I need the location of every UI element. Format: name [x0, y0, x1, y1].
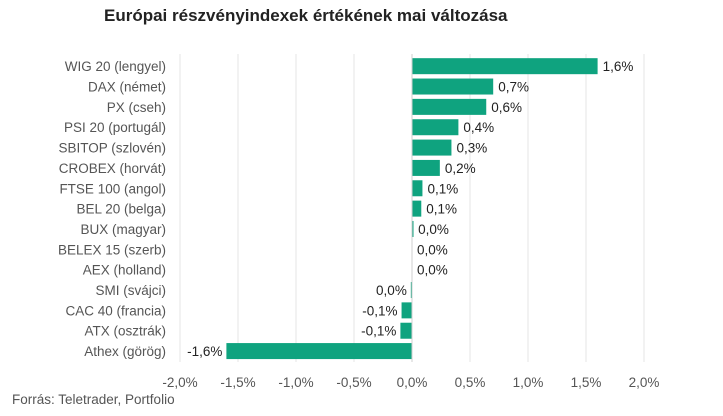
bar — [412, 78, 494, 95]
bar — [226, 343, 412, 360]
value-label: -1,6% — [187, 344, 222, 359]
value-label: 0,6% — [491, 100, 522, 115]
x-tick-label: 0,5% — [455, 375, 486, 390]
value-label: 0,7% — [498, 80, 529, 95]
value-label: 0,0% — [418, 222, 449, 237]
value-label: 0,2% — [445, 161, 476, 176]
category-label: BELEX 15 (szerb) — [58, 242, 166, 257]
x-tick-label: -1,0% — [278, 375, 313, 390]
value-label: 0,0% — [417, 242, 448, 257]
source-note: Forrás: Teletrader, Portfolio — [12, 392, 175, 407]
bar — [412, 200, 422, 217]
x-tick-label: -0,5% — [336, 375, 371, 390]
bar — [401, 302, 412, 319]
category-label: DAX (német) — [88, 80, 166, 95]
bar — [412, 220, 414, 237]
value-label: 0,3% — [456, 141, 487, 156]
bar — [412, 58, 598, 75]
value-label: 0,0% — [417, 263, 448, 278]
value-label: 0,0% — [376, 283, 407, 298]
value-label: 0,1% — [427, 181, 458, 196]
value-label: -0,1% — [362, 303, 397, 318]
category-label: Athex (görög) — [84, 344, 166, 359]
value-label: 1,6% — [603, 59, 634, 74]
category-label: BUX (magyar) — [80, 222, 166, 237]
category-label: WIG 20 (lengyel) — [65, 59, 166, 74]
value-label: -0,1% — [361, 324, 396, 339]
chart-title: Európai részvényindexek értékének mai vá… — [104, 6, 508, 25]
x-tick-label: 2,0% — [629, 375, 660, 390]
value-label: 0,1% — [426, 202, 457, 217]
category-label: CROBEX (horvát) — [59, 161, 166, 176]
bar — [412, 98, 487, 115]
category-label: ATX (osztrák) — [84, 324, 166, 339]
category-label: AEX (holland) — [83, 263, 166, 278]
x-tick-label: 1,5% — [571, 375, 602, 390]
bar — [412, 159, 440, 176]
bar — [412, 119, 459, 136]
category-label: BEL 20 (belga) — [76, 202, 166, 217]
x-tick-label: 1,0% — [513, 375, 544, 390]
bar — [412, 180, 423, 197]
bar — [412, 139, 452, 156]
x-tick-label: 0,0% — [397, 375, 428, 390]
category-label: SMI (svájci) — [96, 283, 167, 298]
value-label: 0,4% — [463, 120, 494, 135]
category-label: PSI 20 (portugál) — [64, 120, 166, 135]
category-label: CAC 40 (francia) — [65, 303, 166, 318]
category-label: SBITOP (szlovén) — [58, 141, 166, 156]
x-tick-label: -2,0% — [162, 375, 197, 390]
bar — [400, 322, 412, 339]
x-tick-label: -1,5% — [220, 375, 255, 390]
category-label: FTSE 100 (angol) — [59, 181, 166, 196]
category-label: PX (cseh) — [107, 100, 166, 115]
